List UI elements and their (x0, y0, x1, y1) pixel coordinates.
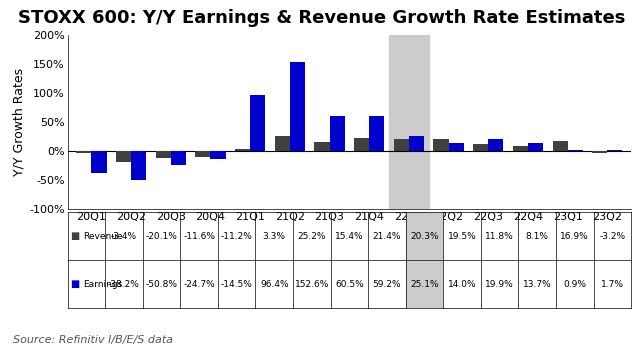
Text: 21.4%: 21.4% (373, 232, 401, 241)
Text: 8.1%: 8.1% (526, 232, 549, 241)
Text: 0.9%: 0.9% (564, 279, 586, 288)
Bar (211, 151, 225, 159)
Text: -11.2%: -11.2% (221, 232, 252, 241)
Bar (607, 150, 622, 151)
Text: Revenue: Revenue (83, 232, 122, 241)
Bar (528, 143, 543, 151)
Text: -11.6%: -11.6% (183, 232, 215, 241)
Text: 25.1%: 25.1% (410, 279, 439, 288)
Bar (156, 151, 171, 158)
Text: -3.4%: -3.4% (111, 232, 137, 241)
Text: -24.7%: -24.7% (184, 279, 215, 288)
Bar (290, 62, 305, 151)
Bar (171, 151, 186, 165)
Text: STOXX 600: Y/Y Earnings & Revenue Growth Rate Estimates: STOXX 600: Y/Y Earnings & Revenue Growth… (18, 9, 626, 27)
Text: 16.9%: 16.9% (560, 232, 589, 241)
Bar (250, 95, 265, 151)
Text: 20.3%: 20.3% (410, 232, 439, 241)
Text: ■: ■ (70, 279, 80, 289)
Text: 11.8%: 11.8% (486, 232, 514, 241)
Bar (488, 139, 504, 151)
Text: -14.5%: -14.5% (221, 279, 252, 288)
Bar (354, 139, 369, 151)
Text: 19.5%: 19.5% (448, 232, 477, 241)
Bar (567, 150, 583, 151)
Bar (473, 144, 488, 151)
Bar (330, 116, 345, 151)
Text: 60.5%: 60.5% (335, 279, 364, 288)
Text: 1.7%: 1.7% (601, 279, 624, 288)
Bar (553, 141, 567, 151)
Text: 152.6%: 152.6% (294, 279, 329, 288)
Bar (409, 136, 424, 151)
Text: -3.2%: -3.2% (600, 232, 625, 241)
Bar (275, 136, 290, 151)
Text: 3.3%: 3.3% (263, 232, 286, 241)
Text: 96.4%: 96.4% (260, 279, 289, 288)
Bar (77, 151, 91, 153)
Text: -50.8%: -50.8% (146, 279, 178, 288)
Text: 15.4%: 15.4% (335, 232, 364, 241)
Y-axis label: Y/Y Growth Rates: Y/Y Growth Rates (12, 68, 25, 176)
Bar (449, 143, 464, 151)
Bar (369, 117, 384, 151)
Bar (91, 151, 106, 173)
Bar (235, 149, 250, 151)
Bar (433, 140, 449, 151)
Bar (394, 139, 409, 151)
Bar (116, 151, 131, 163)
Bar (592, 151, 607, 153)
Bar (406, 212, 443, 308)
Text: 25.2%: 25.2% (298, 232, 326, 241)
Text: ■: ■ (70, 231, 80, 241)
Text: 13.7%: 13.7% (523, 279, 551, 288)
Bar (314, 142, 330, 151)
Bar (389, 35, 429, 209)
Bar (131, 151, 146, 180)
Text: -20.1%: -20.1% (146, 232, 178, 241)
Text: Source: Refinitiv I/B/E/S data: Source: Refinitiv I/B/E/S data (13, 334, 173, 345)
Text: 19.9%: 19.9% (486, 279, 514, 288)
Bar (513, 146, 528, 151)
Text: -38.2%: -38.2% (108, 279, 140, 288)
Text: 14.0%: 14.0% (448, 279, 477, 288)
Text: 59.2%: 59.2% (373, 279, 401, 288)
Text: Earnings: Earnings (83, 279, 122, 288)
Bar (195, 151, 211, 157)
